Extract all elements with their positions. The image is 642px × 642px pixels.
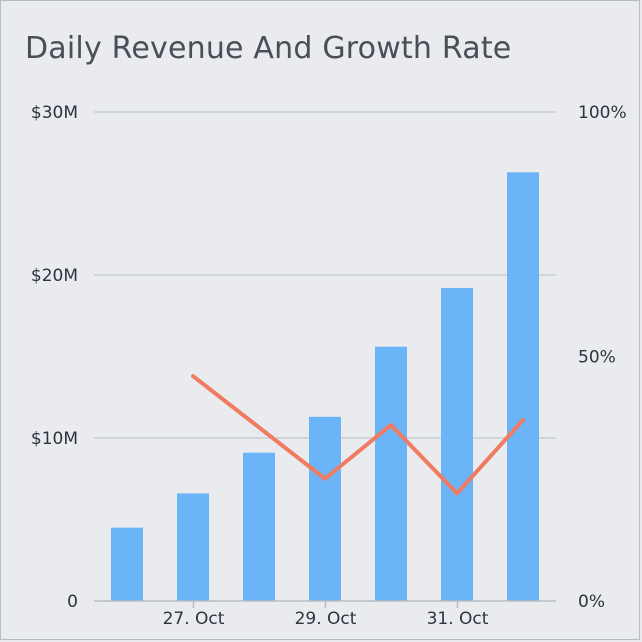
revenue-bar bbox=[507, 172, 539, 601]
revenue-bar bbox=[177, 493, 209, 601]
right-axis-tick-label: 0% bbox=[578, 592, 605, 612]
x-axis-tick-label: 27. Oct bbox=[163, 609, 225, 629]
revenue-bar bbox=[309, 416, 341, 601]
revenue-bar bbox=[375, 346, 407, 601]
right-axis-tick-label: 100% bbox=[578, 103, 627, 123]
x-axis-tick-label: 31. Oct bbox=[427, 609, 489, 629]
right-axis-tick-label: 50% bbox=[578, 348, 616, 368]
growth-rate-line bbox=[191, 374, 525, 496]
left-axis-tick-label: $20M bbox=[31, 266, 78, 286]
left-axis-tick-label: $10M bbox=[31, 429, 78, 449]
revenue-bar bbox=[441, 288, 473, 601]
x-axis-tick-label: 29. Oct bbox=[295, 609, 357, 629]
left-axis-tick-label: 0 bbox=[67, 592, 78, 612]
revenue-bar bbox=[111, 527, 143, 601]
chart-title: Daily Revenue And Growth Rate bbox=[25, 31, 512, 66]
left-axis-tick-label: $30M bbox=[31, 103, 78, 123]
revenue-bar bbox=[243, 452, 275, 601]
